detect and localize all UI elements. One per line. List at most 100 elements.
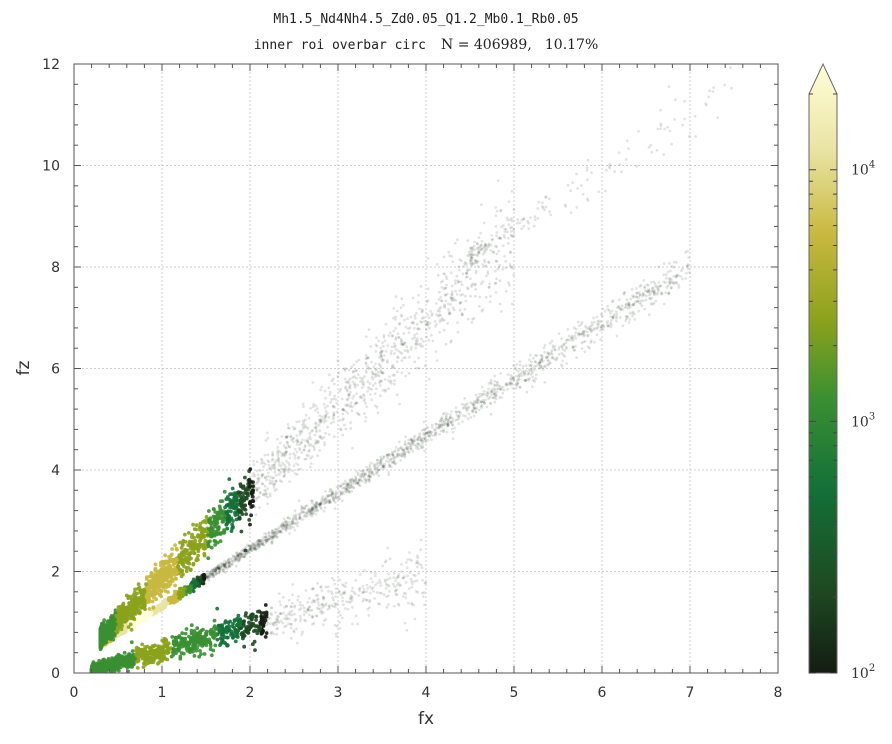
data-point	[284, 526, 288, 530]
data-point	[600, 314, 604, 318]
data-point	[303, 445, 307, 449]
data-point	[628, 305, 632, 309]
data-point	[574, 327, 578, 331]
data-point	[397, 447, 400, 451]
data-point	[255, 460, 259, 464]
data-point	[211, 571, 215, 575]
data-point	[458, 289, 462, 292]
data-point	[401, 451, 404, 455]
data-point	[310, 514, 314, 518]
data-point	[380, 357, 383, 361]
data-point	[310, 508, 313, 511]
data-point	[326, 404, 329, 408]
data-point	[536, 362, 540, 365]
data-point	[304, 457, 308, 461]
data-point	[456, 418, 459, 421]
data-point	[424, 323, 428, 326]
data-point	[394, 336, 398, 339]
data-point	[177, 596, 182, 600]
data-point	[398, 402, 401, 406]
data-point	[481, 392, 485, 396]
data-point	[438, 432, 441, 436]
data-point	[351, 405, 354, 409]
data-point	[574, 337, 578, 340]
data-point	[352, 486, 356, 490]
data-point	[662, 302, 666, 306]
data-point	[474, 393, 478, 397]
data-point	[615, 334, 619, 338]
data-point	[387, 470, 391, 474]
data-point	[400, 352, 404, 355]
data-point	[550, 356, 554, 360]
data-point	[280, 435, 284, 438]
data-point	[571, 345, 575, 349]
data-point	[301, 438, 304, 442]
data-point	[390, 365, 394, 368]
data-point	[489, 381, 493, 384]
data-point	[403, 349, 407, 352]
data-point	[426, 287, 430, 291]
data-point	[368, 470, 372, 474]
data-point	[386, 456, 390, 460]
data-point	[362, 471, 365, 475]
grid	[74, 64, 778, 673]
data-point	[480, 406, 483, 409]
data-point	[388, 331, 392, 335]
data-point	[395, 360, 399, 363]
data-point	[331, 377, 335, 381]
data-point	[324, 431, 327, 435]
data-point	[320, 415, 324, 419]
data-point	[292, 517, 295, 521]
data-point	[518, 386, 522, 389]
data-point	[321, 495, 325, 498]
data-point	[566, 328, 570, 331]
data-point	[586, 334, 589, 338]
data-point	[510, 302, 514, 306]
data-point	[476, 396, 479, 400]
data-point	[360, 386, 364, 390]
data-point	[415, 332, 419, 335]
data-point	[514, 366, 517, 370]
data-point	[202, 542, 207, 546]
data-point	[151, 605, 156, 610]
data-point	[302, 449, 306, 452]
data-point	[674, 280, 678, 284]
density-points	[89, 66, 733, 673]
data-point	[681, 267, 684, 271]
data-point	[239, 553, 243, 556]
data-point	[317, 423, 321, 427]
data-point	[597, 322, 601, 326]
data-point	[316, 407, 319, 410]
data-point	[431, 434, 435, 437]
data-point	[409, 315, 413, 319]
data-point	[370, 360, 373, 364]
data-point	[486, 393, 490, 397]
data-point	[542, 346, 546, 350]
data-point	[494, 214, 498, 218]
data-point	[406, 350, 410, 354]
data-point	[439, 417, 443, 421]
data-point	[461, 414, 465, 417]
data-point	[315, 502, 318, 506]
data-point	[650, 296, 654, 300]
data-point	[599, 320, 603, 324]
data-point	[664, 276, 668, 280]
data-point	[144, 593, 149, 598]
data-point	[654, 299, 658, 303]
data-point	[534, 373, 538, 377]
data-point	[348, 386, 352, 390]
data-point	[407, 327, 410, 331]
data-point	[273, 482, 277, 486]
data-point	[288, 532, 291, 535]
data-point	[453, 241, 457, 245]
data-point	[583, 329, 587, 333]
data-point	[254, 513, 258, 517]
data-point	[498, 263, 502, 267]
data-point	[372, 464, 376, 468]
data-point	[367, 356, 370, 359]
data-point	[180, 558, 185, 563]
data-point	[179, 569, 184, 574]
data-point	[250, 499, 255, 503]
data-point	[258, 491, 262, 495]
data-point	[332, 420, 335, 424]
